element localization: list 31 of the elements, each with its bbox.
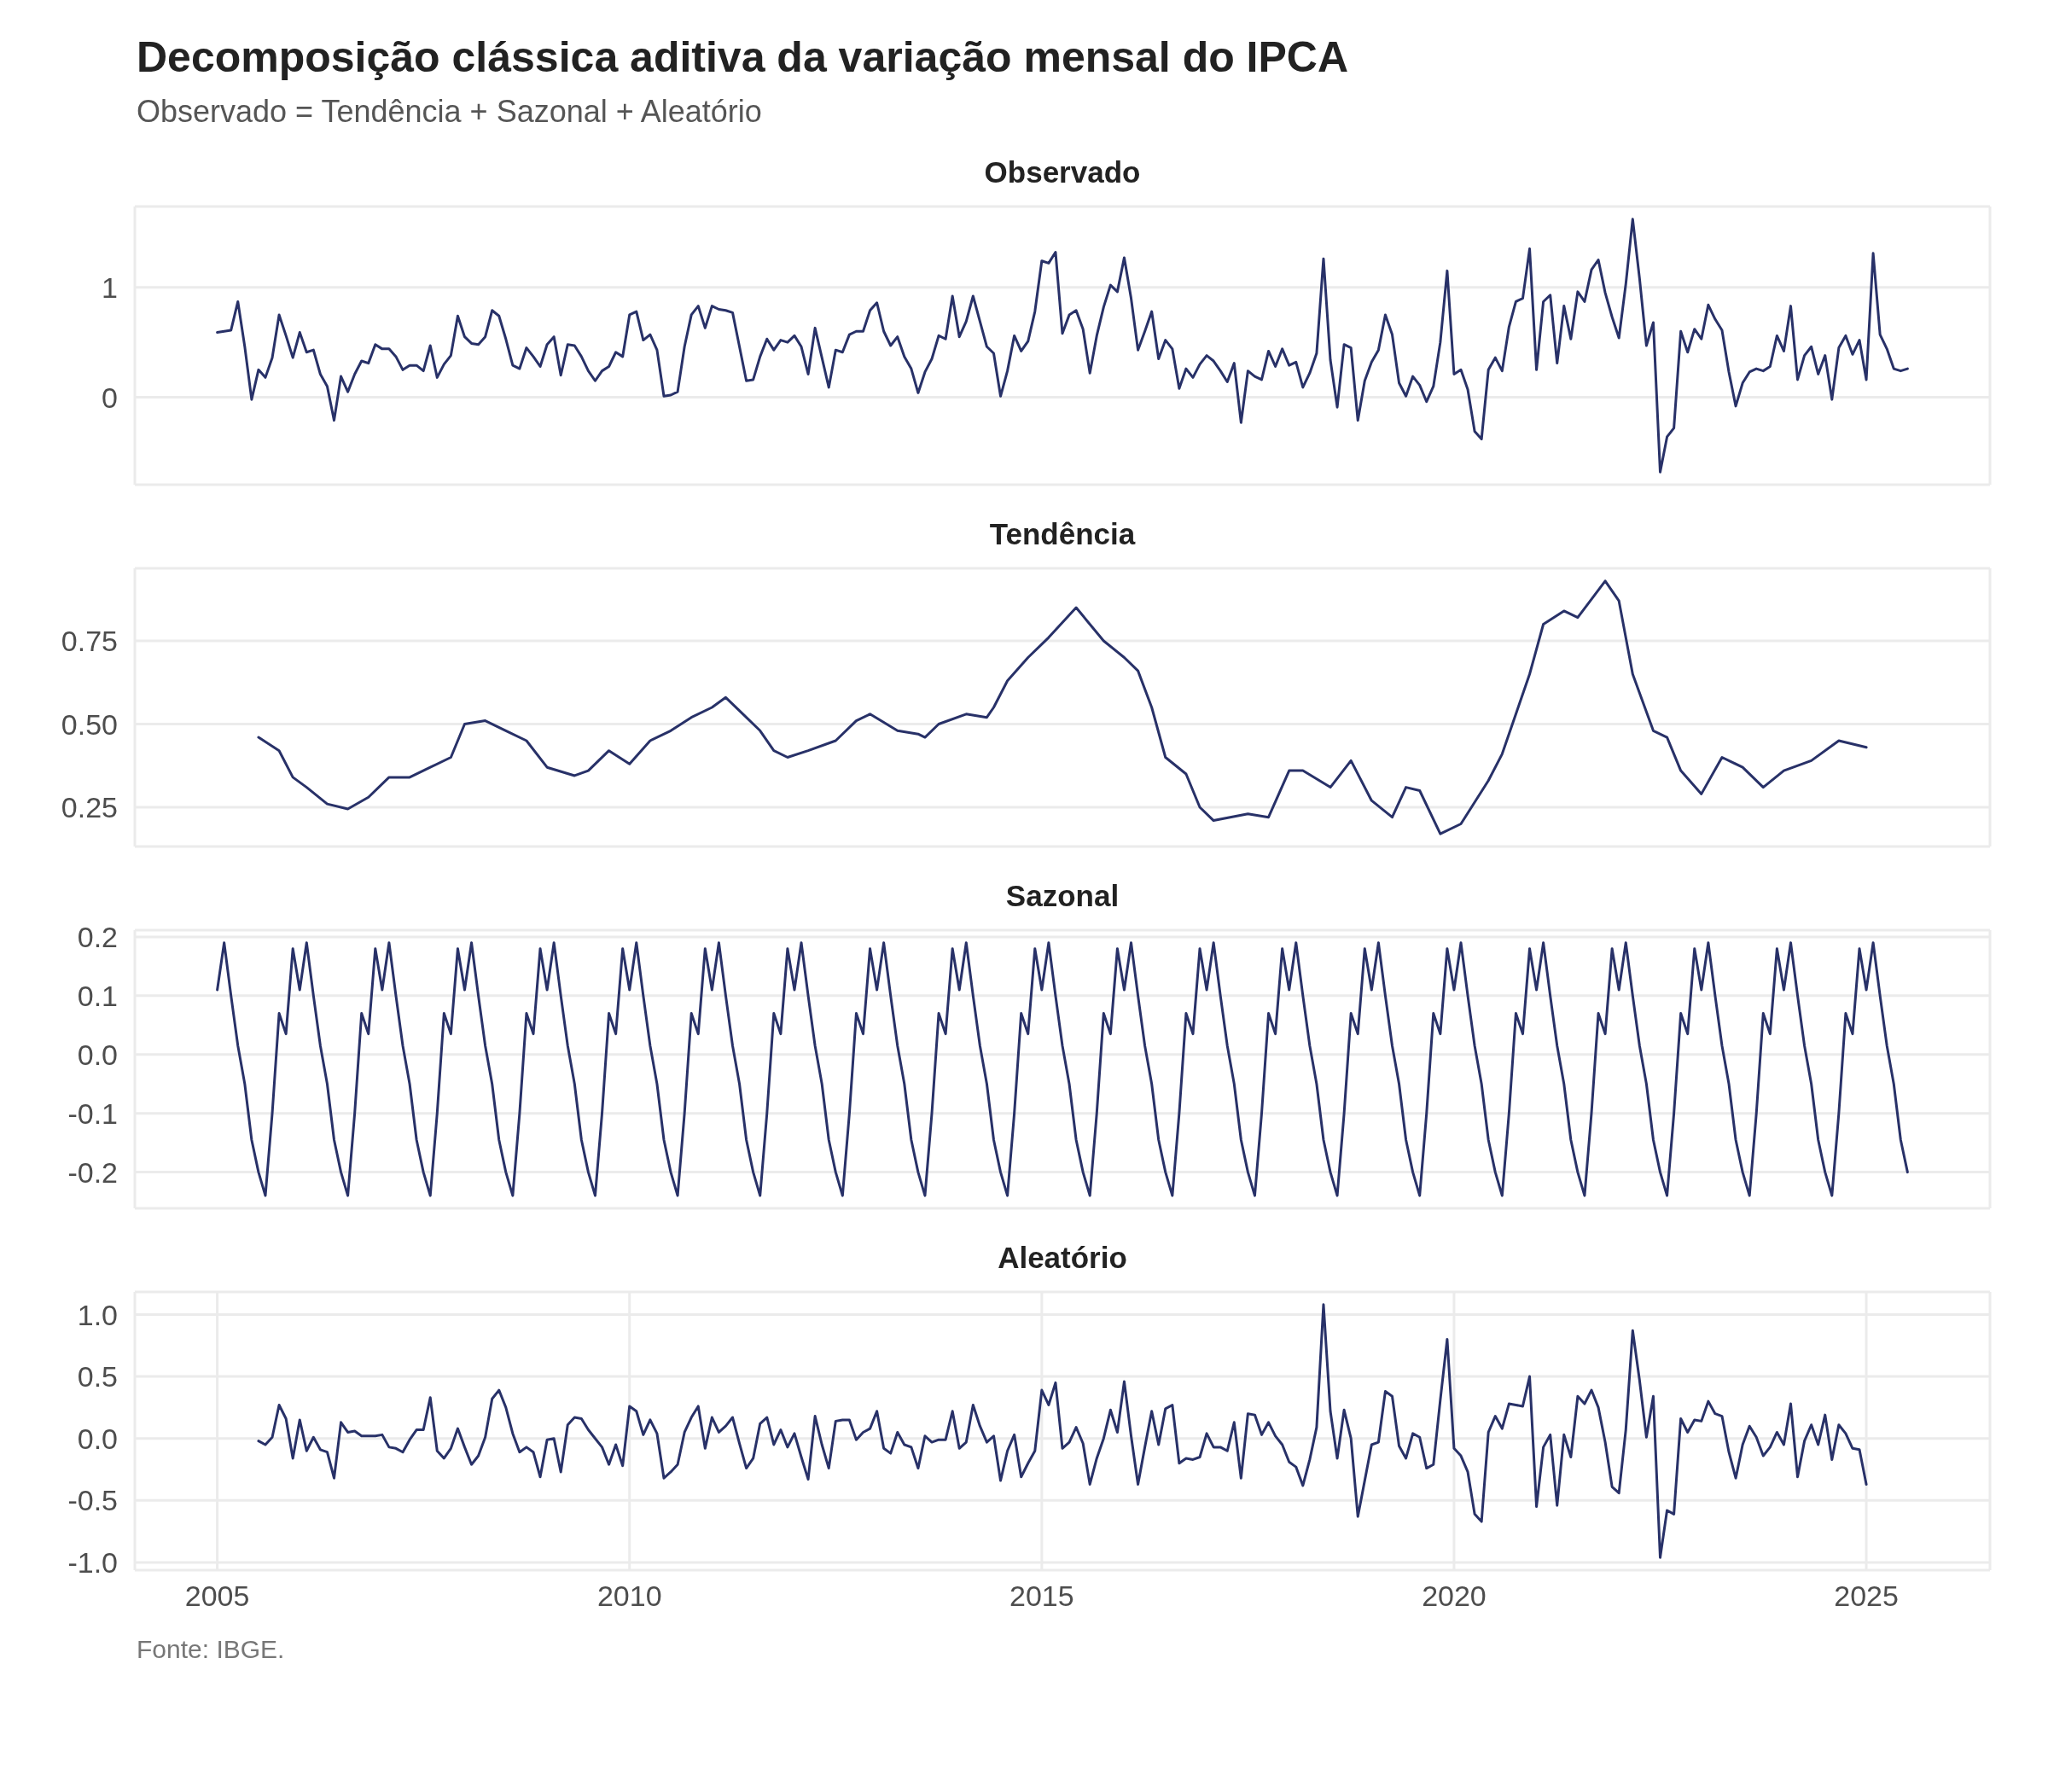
line-series	[257, 579, 1868, 835]
y-tick-label: 0.1	[77, 979, 118, 1012]
x-tick-label: 2020	[1422, 1580, 1487, 1613]
y-tick-label: 0.5	[77, 1360, 118, 1393]
x-tick-label: 2025	[1834, 1580, 1899, 1613]
x-tick-label: 2005	[184, 1580, 250, 1613]
y-tick-label: 1	[102, 271, 118, 304]
line-series	[216, 218, 1909, 474]
chart-title: Aleatório	[997, 1241, 1128, 1276]
text: Decomposição clássica aditiva da variação mensal do IPCA	[137, 32, 1350, 82]
text: Observado = Tendência + Sazonal + Aleatório	[137, 94, 763, 130]
chart-title: Tendência	[988, 517, 1137, 552]
line-series	[257, 1303, 1868, 1559]
y-tick-label: 0.0	[77, 1422, 118, 1455]
x-tick-label: 2015	[1009, 1580, 1074, 1613]
y-tick-label: 0.50	[61, 707, 118, 741]
line-series	[216, 941, 1909, 1197]
y-tick-label: -0.2	[67, 1155, 118, 1189]
chart-title: Sazonal	[1004, 879, 1120, 914]
y-tick-label: 0	[102, 381, 118, 414]
y-tick-label: 0.2	[77, 921, 118, 953]
chart-title: Observado	[983, 155, 1142, 190]
y-tick-label: -1.0	[67, 1546, 118, 1580]
x-tick-label: 2010	[596, 1580, 662, 1613]
y-tick-label: 0.75	[61, 625, 118, 658]
y-tick-label: 0.25	[61, 791, 118, 824]
y-tick-label: -0.1	[67, 1097, 118, 1130]
y-tick-label: 0.0	[77, 1038, 118, 1071]
y-tick-label: 1.0	[77, 1298, 118, 1331]
source-note: Fonte: IBGE.	[136, 1635, 286, 1664]
y-tick-label: -0.5	[67, 1484, 118, 1517]
